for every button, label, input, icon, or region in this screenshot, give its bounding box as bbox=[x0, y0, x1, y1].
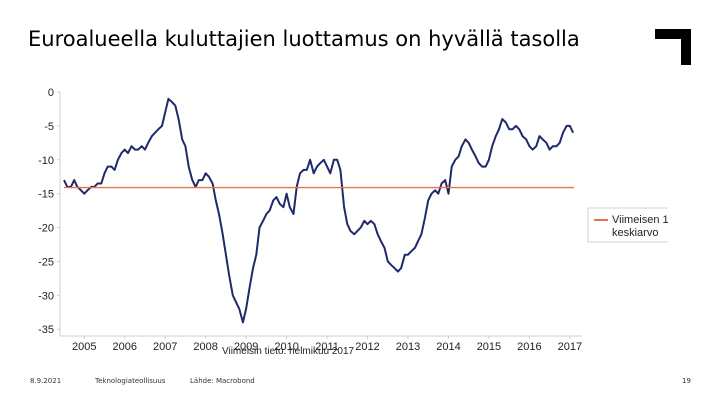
x-tick-label: 2017 bbox=[558, 341, 582, 353]
x-tick-label: 2010 bbox=[274, 341, 298, 353]
axes: 0 -5 -10 -15 -20 -25 -30 -35 2005 2006 2007 2008 200… bbox=[38, 87, 582, 353]
footer-page-number: 19 bbox=[682, 377, 691, 385]
x-tick-label: 2006 bbox=[113, 341, 137, 353]
x-tick-label: 2014 bbox=[436, 341, 460, 353]
footer-source: Lähde: Macrobond bbox=[190, 377, 255, 385]
y-tick-label: -15 bbox=[38, 189, 54, 201]
x-tick-label: 2007 bbox=[153, 341, 177, 353]
chart-note: Viimeisin tieto: helmikuu 2017 bbox=[222, 346, 355, 357]
x-tick-label: 2012 bbox=[355, 341, 379, 353]
footer-org: Teknologiateollisuus bbox=[95, 377, 166, 385]
y-tick-label: -35 bbox=[38, 324, 54, 336]
y-tick-label: -30 bbox=[38, 290, 54, 302]
x-tick-label: 2015 bbox=[477, 341, 501, 353]
legend-entry-label: Viimeisen 10 v.keskiarvo bbox=[612, 214, 668, 239]
series-layer bbox=[63, 97, 575, 324]
y-tick-label: 0 bbox=[48, 87, 54, 99]
logo-mark bbox=[655, 29, 691, 65]
y-tick-label: -25 bbox=[38, 256, 54, 268]
page-title: Euroalueella kuluttajien luottamus on hy… bbox=[28, 27, 580, 51]
legend: Viimeisen 10 v.keskiarvo bbox=[587, 207, 668, 243]
y-tick-label: -10 bbox=[38, 155, 54, 167]
x-tick-label: 2005 bbox=[72, 341, 96, 353]
confidence-series-line bbox=[63, 97, 575, 324]
y-tick-label: -20 bbox=[38, 223, 54, 235]
x-tick-label: 2009 bbox=[234, 341, 258, 353]
x-tick-label: 2013 bbox=[396, 341, 420, 353]
consumer-confidence-chart: 0 -5 -10 -15 -20 -25 -30 -35 2005 2006 2007 2008 200… bbox=[38, 87, 668, 357]
legend-box bbox=[587, 207, 668, 243]
corner-logo bbox=[655, 29, 691, 65]
y-tick-label: -5 bbox=[44, 121, 54, 133]
x-tick-label: 2008 bbox=[193, 341, 217, 353]
x-tick-label: 2016 bbox=[517, 341, 541, 353]
footer-date: 8.9.2021 bbox=[30, 377, 62, 385]
x-tick-label: 2011 bbox=[315, 341, 339, 353]
